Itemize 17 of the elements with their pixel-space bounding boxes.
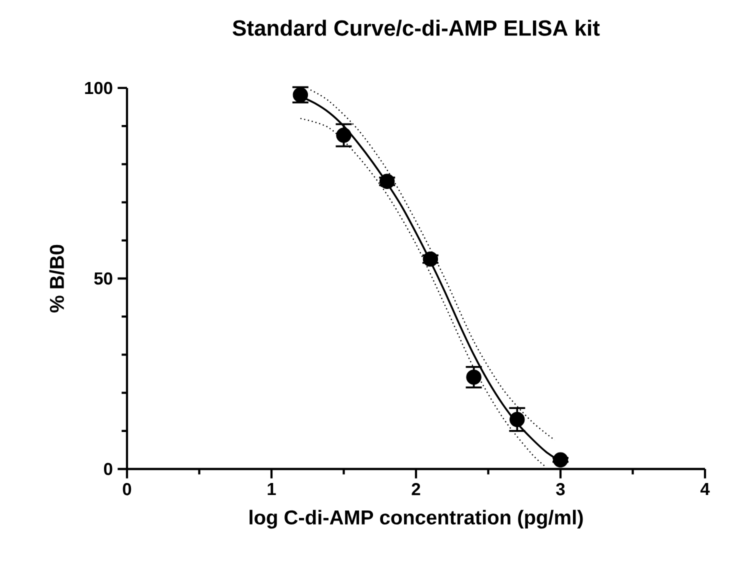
x-tick-label: 3	[556, 483, 565, 496]
y-tick-label: 100	[85, 82, 112, 94]
y-tick-label: 50	[94, 272, 112, 285]
point	[510, 412, 525, 428]
y-tick-label: 0	[104, 462, 112, 476]
x-tick-label: 1	[268, 483, 276, 495]
point	[552, 452, 568, 468]
chart-title: Standard Curve/c-di-AMP ELISA kit	[232, 20, 600, 36]
point	[466, 370, 482, 385]
x-tick-label: 0	[122, 483, 132, 496]
x-axis-title: log C-di-AMP concentration (pg/ml)	[250, 510, 583, 529]
y-axis-title: % B/B0	[49, 244, 64, 312]
x-tick-label: 2	[412, 483, 420, 496]
point	[380, 174, 395, 189]
x-tick-label: 4	[700, 483, 710, 495]
point	[422, 251, 438, 267]
point	[336, 128, 352, 143]
